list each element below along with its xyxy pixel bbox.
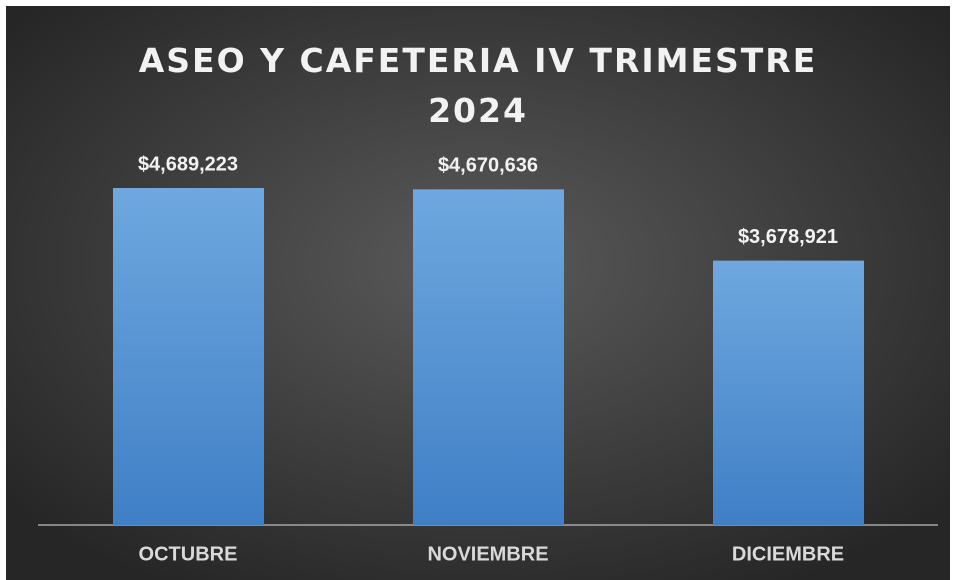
- data-label: $4,670,636: [438, 155, 538, 177]
- x-tick-label: NOVIEMBRE: [427, 543, 548, 565]
- chart-title: ASEO Y CAFETERIA IV TRIMESTRE 2024: [138, 41, 818, 130]
- bar: [413, 189, 564, 525]
- x-tick-label: OCTUBRE: [139, 543, 238, 565]
- bar: [713, 260, 864, 525]
- data-label: $3,678,921: [738, 226, 838, 248]
- data-label: $4,689,223: [138, 153, 238, 175]
- bar: [113, 188, 264, 525]
- x-tick-label: DICIEMBRE: [732, 543, 844, 565]
